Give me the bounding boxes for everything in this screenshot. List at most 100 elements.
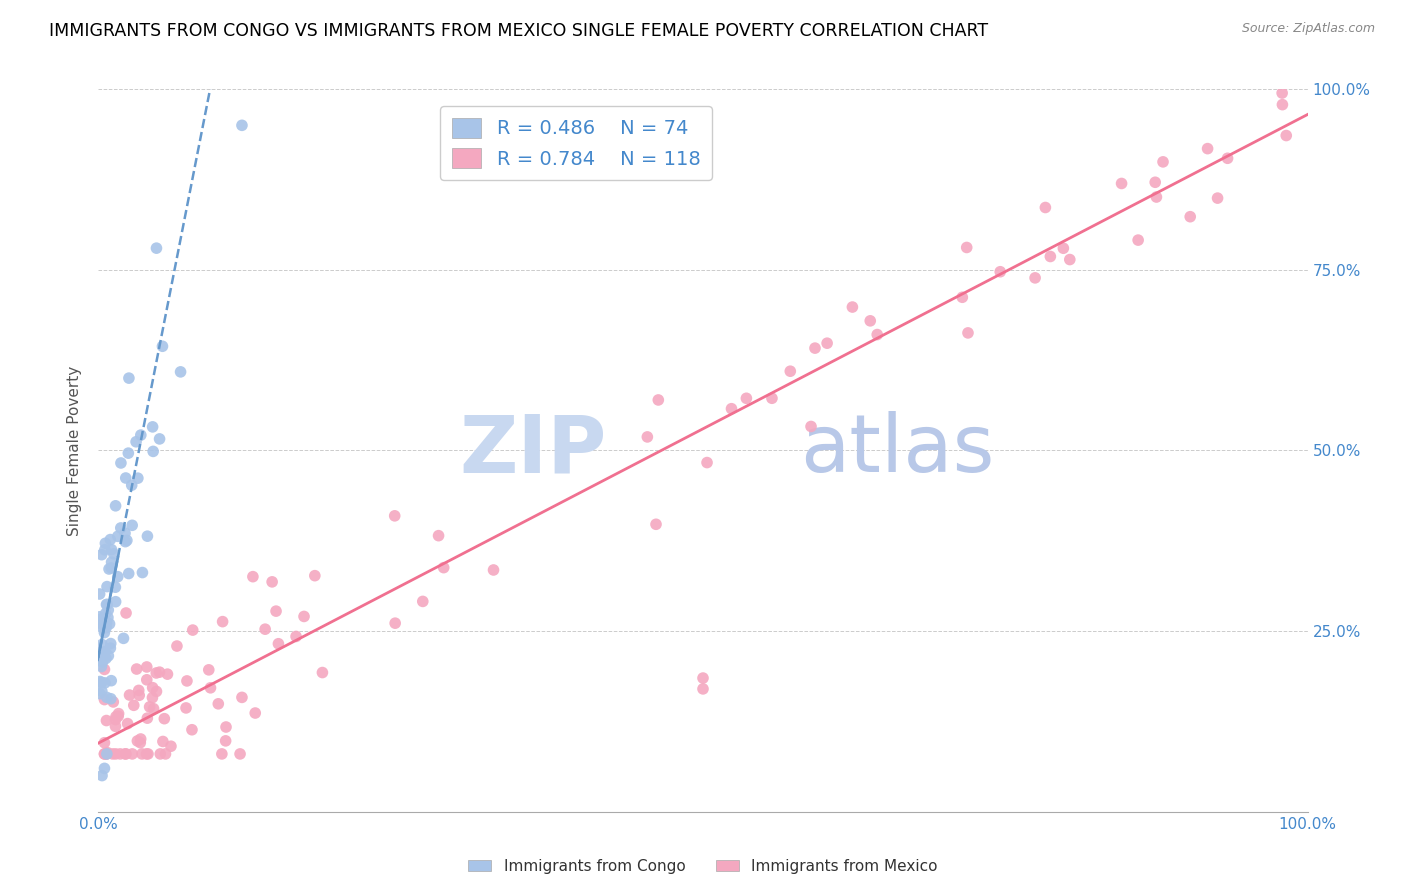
Point — [100, 555, 122, 569]
Point — [100, 673, 122, 688]
Point — [125, 662, 148, 676]
Point — [155, 747, 177, 761]
Point — [96, 714, 118, 728]
Point — [384, 616, 406, 631]
Point — [1059, 252, 1081, 267]
Point — [1275, 128, 1298, 143]
Point — [89, 674, 111, 689]
Point — [117, 446, 139, 460]
Point — [90, 675, 112, 690]
Point — [135, 673, 157, 687]
Point — [93, 747, 115, 761]
Point — [1052, 241, 1074, 255]
Point — [1180, 210, 1202, 224]
Point — [117, 716, 139, 731]
Point — [96, 746, 118, 760]
Point — [433, 560, 456, 574]
Point — [1039, 250, 1062, 264]
Point — [96, 598, 118, 612]
Point — [815, 336, 838, 351]
Point — [636, 430, 658, 444]
Point — [98, 616, 121, 631]
Point — [128, 683, 150, 698]
Point — [1271, 97, 1294, 112]
Point — [100, 691, 122, 706]
Point — [104, 719, 127, 733]
Point — [482, 563, 505, 577]
Point — [169, 365, 191, 379]
Point — [91, 769, 114, 783]
Point — [1144, 190, 1167, 204]
Point — [93, 736, 115, 750]
Point — [125, 434, 148, 449]
Point — [181, 623, 204, 637]
Point — [115, 533, 138, 548]
Point — [93, 747, 115, 761]
Point — [384, 508, 406, 523]
Point — [141, 690, 163, 705]
Point — [96, 747, 118, 761]
Point — [101, 747, 124, 761]
Point — [89, 651, 111, 665]
Point — [93, 761, 115, 775]
Point — [94, 536, 117, 550]
Point — [1152, 154, 1174, 169]
Point — [89, 612, 111, 626]
Point — [90, 548, 112, 562]
Point — [94, 621, 117, 635]
Point — [779, 364, 801, 378]
Point — [1024, 271, 1046, 285]
Y-axis label: Single Female Poverty: Single Female Poverty — [67, 366, 83, 535]
Point — [135, 660, 157, 674]
Point — [304, 568, 326, 582]
Text: IMMIGRANTS FROM CONGO VS IMMIGRANTS FROM MEXICO SINGLE FEMALE POVERTY CORRELATIO: IMMIGRANTS FROM CONGO VS IMMIGRANTS FROM… — [49, 22, 988, 40]
Point — [100, 561, 122, 575]
Point — [153, 712, 176, 726]
Point — [956, 326, 979, 340]
Point — [136, 747, 159, 761]
Point — [93, 625, 115, 640]
Point — [142, 420, 165, 434]
Point — [145, 665, 167, 680]
Point — [988, 265, 1011, 279]
Point — [89, 616, 111, 631]
Point — [176, 673, 198, 688]
Legend: Immigrants from Congo, Immigrants from Mexico: Immigrants from Congo, Immigrants from M… — [463, 853, 943, 880]
Point — [115, 606, 138, 620]
Point — [100, 641, 122, 656]
Point — [90, 684, 112, 698]
Point — [96, 690, 118, 705]
Point — [181, 723, 204, 737]
Point — [152, 734, 174, 748]
Point — [647, 392, 669, 407]
Point — [174, 701, 197, 715]
Point — [254, 622, 277, 636]
Point — [1216, 151, 1239, 165]
Point — [207, 697, 229, 711]
Point — [94, 607, 117, 621]
Point — [148, 432, 170, 446]
Point — [118, 371, 141, 385]
Point — [115, 747, 138, 761]
Point — [152, 339, 174, 353]
Point — [1126, 233, 1149, 247]
Point — [136, 711, 159, 725]
Point — [427, 529, 450, 543]
Point — [114, 747, 136, 761]
Point — [110, 456, 132, 470]
Point — [94, 676, 117, 690]
Point — [129, 736, 152, 750]
Point — [800, 419, 823, 434]
Point — [104, 580, 127, 594]
Point — [103, 547, 125, 561]
Point — [311, 665, 333, 680]
Point — [262, 574, 284, 589]
Point — [122, 698, 145, 713]
Point — [93, 692, 115, 706]
Point — [96, 580, 118, 594]
Point — [107, 570, 129, 584]
Point — [166, 639, 188, 653]
Point — [866, 327, 889, 342]
Text: ZIP: ZIP — [458, 411, 606, 490]
Point — [104, 499, 127, 513]
